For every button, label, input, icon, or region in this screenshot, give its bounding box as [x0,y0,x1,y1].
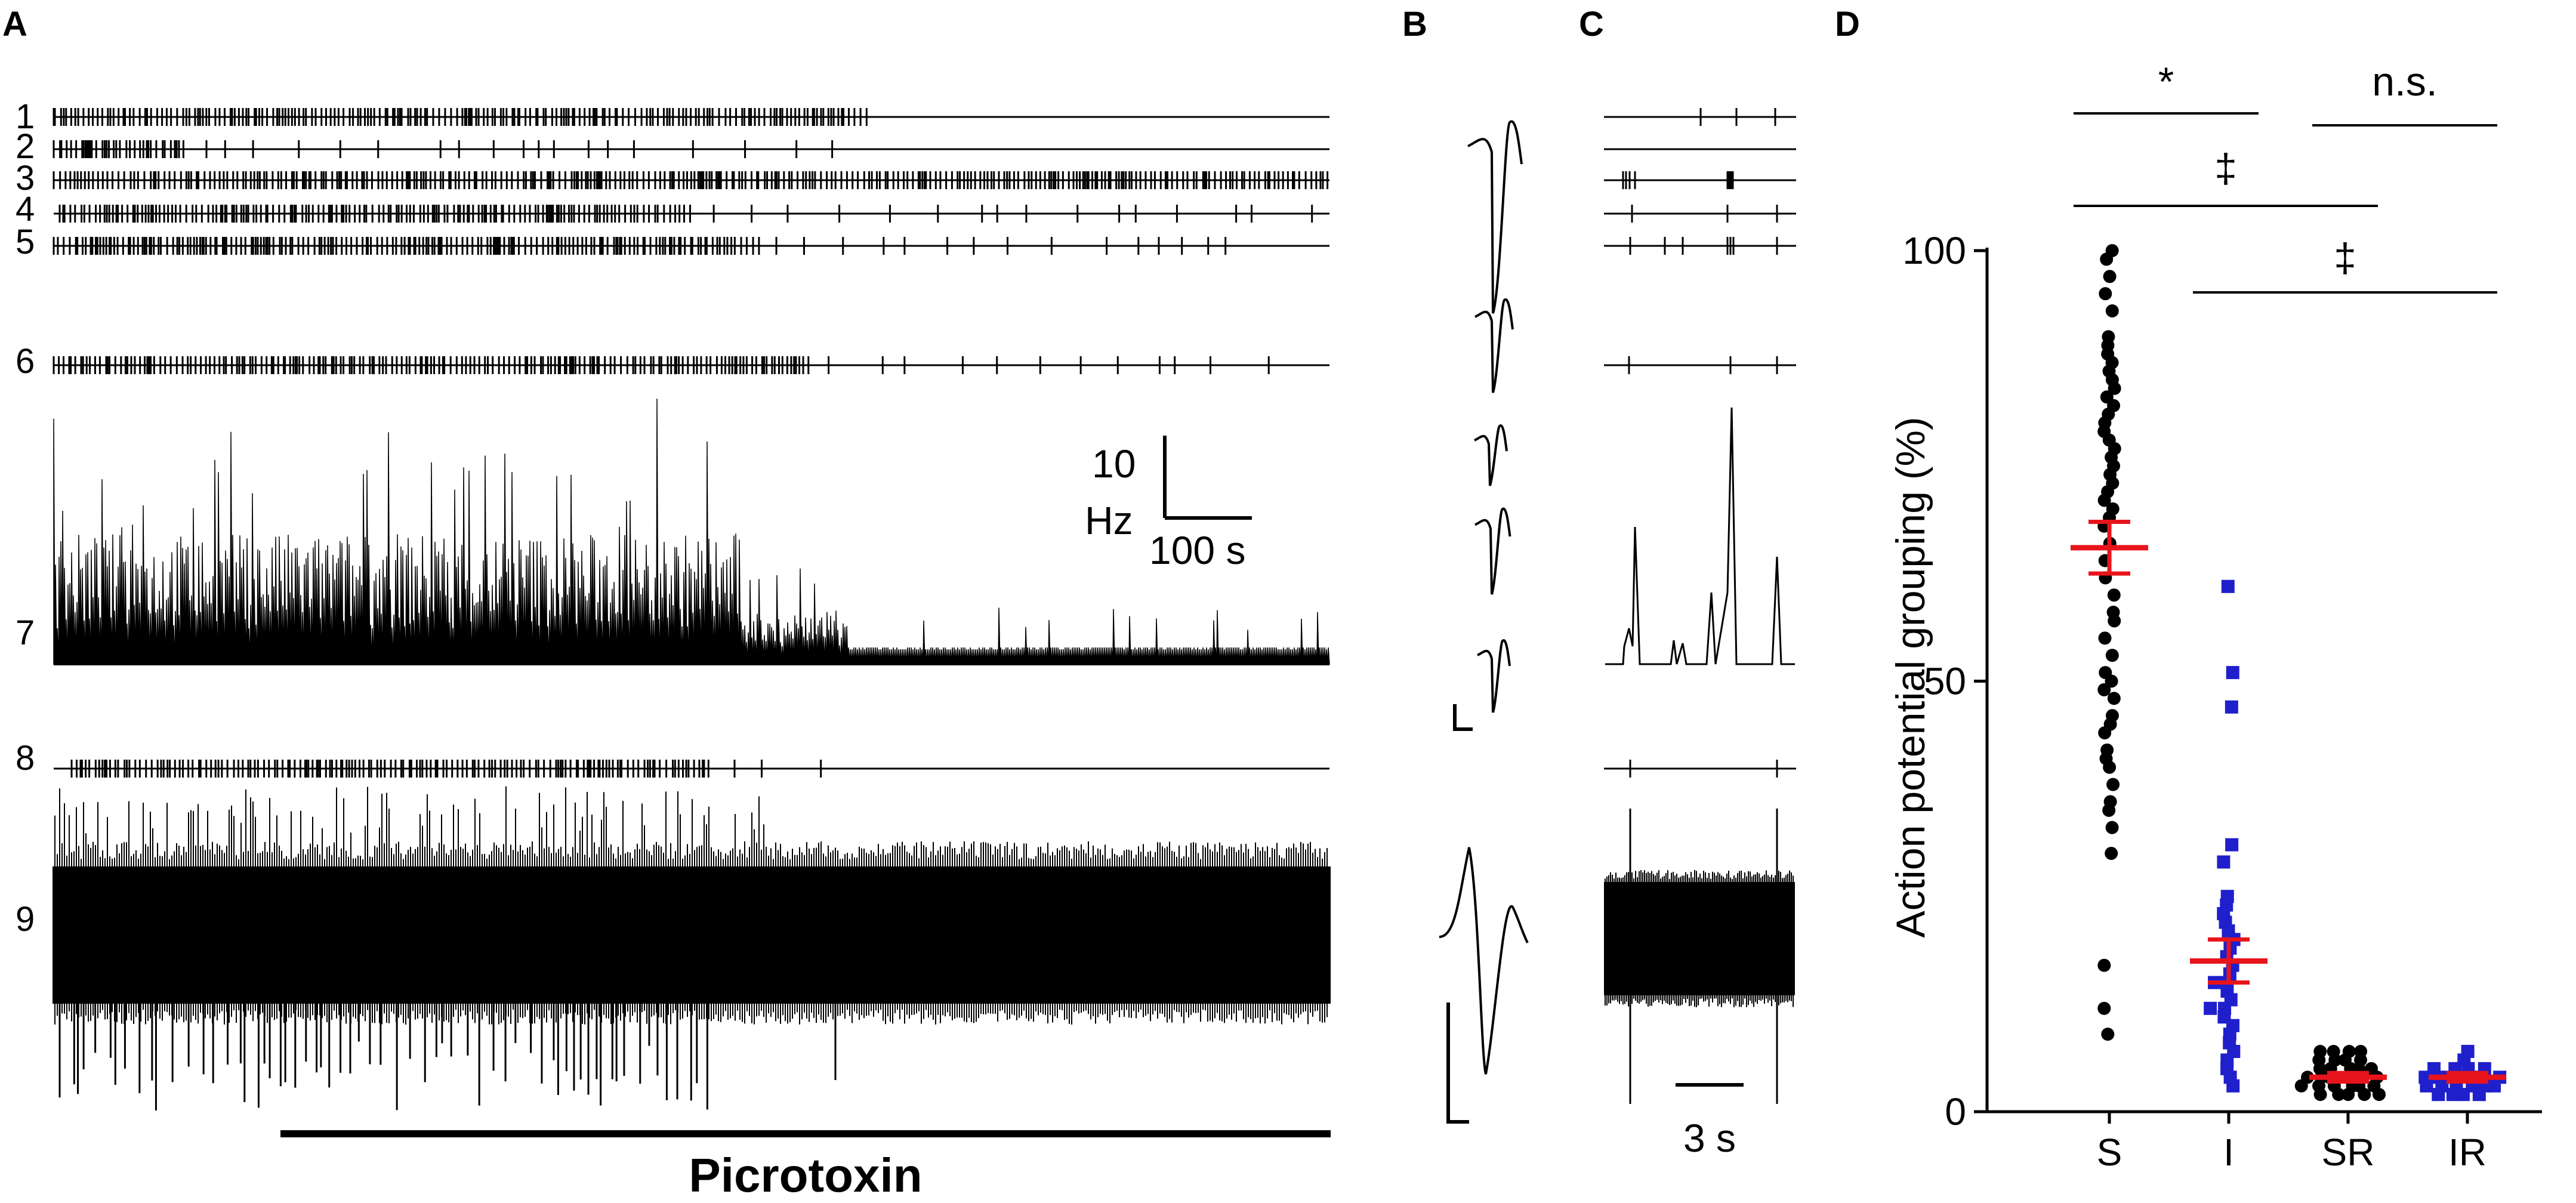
spike-waveform [1474,298,1514,393]
data-point-ir [2456,1088,2470,1102]
chart-axes: 0 50 100 S I SR IR [1902,229,2542,1174]
rate-trace-c [1605,407,1795,665]
data-point-s [2105,820,2119,834]
panel-d: Action potential grouping (%) 0 50 100 S I SR… [1888,59,2542,1174]
data-points [2097,244,2507,1102]
y-tick-label: 0 [1945,1090,1966,1133]
spike-waveform [1474,507,1511,595]
raw-recording-a [53,786,1331,1111]
data-point-s [2105,304,2119,318]
data-point-ir [2420,1079,2433,1093]
data-point-s [2107,588,2121,602]
data-point-s [2106,778,2120,791]
data-point-s [2108,381,2121,395]
data-point-s [2098,726,2112,740]
mean-sem-markers [2071,520,2506,1084]
panel-c: 3 s [1604,108,1796,1160]
data-point-s [2103,270,2117,283]
y-tick-label: 100 [1902,229,1966,272]
x-tick-label: I [2223,1131,2234,1174]
data-point-sr [2294,1079,2308,1093]
data-point-i [2204,1001,2217,1015]
panel-letter-b: B [1402,5,1427,44]
rate-histogram-a [53,399,1330,665]
rate-trace-line [1605,407,1795,665]
spike-waveform [1467,120,1523,314]
panel-letter-a: A [2,5,27,44]
raster-traces-a [53,108,1329,778]
data-point-s [2105,649,2119,662]
rate-histogram-fill [53,399,1330,665]
data-point-i [2226,666,2239,680]
significance-annotations: * ‡ ‡ n.s. [2074,59,2497,294]
data-point-ir [2432,1088,2445,1102]
data-point-sr [2332,1088,2346,1102]
significance-label: ‡ [2334,235,2356,280]
trace-label-3: 3 [16,159,35,198]
significance-label: ‡ [2214,146,2237,191]
trace-label-6: 6 [16,342,35,381]
data-point-sr [2341,1088,2355,1102]
data-point-s [2097,683,2111,696]
data-point-s [2103,760,2117,774]
scale-bar-time: 100 s [1149,528,1245,572]
data-point-sr [2373,1088,2386,1102]
scale-bar-a: 10 Hz 100 s [1085,436,1252,572]
x-tick-label: S [2097,1131,2122,1174]
trace-label-2: 2 [16,127,35,166]
data-point-s [2097,958,2111,972]
panel-letter-d: D [1835,5,1860,44]
data-point-s [2107,692,2121,705]
data-point-s [2097,493,2111,507]
data-point-ir [2487,1079,2501,1093]
data-point-i [2226,1079,2240,1093]
waveform-scale-bar-large [1446,1002,1469,1124]
trace-label-4: 4 [16,190,35,229]
significance-label: * [2158,59,2174,104]
data-point-i [2221,579,2235,593]
data-point-i [2217,855,2231,869]
data-point-ir [2446,1088,2460,1102]
scale-bar-rate-value: 10 [1092,442,1136,486]
drug-label: Picrotoxin [689,1149,922,1202]
x-tick-label: IR [2448,1131,2486,1174]
data-point-i [2225,700,2238,714]
data-point-ir [2472,1088,2486,1102]
y-tick-label: 50 [1924,660,1966,703]
raw-recording-c [1604,809,1795,1104]
trace-label-9: 9 [16,900,35,939]
time-scale-label-c: 3 s [1683,1116,1736,1160]
trace-label-5: 5 [16,223,35,261]
waveform-scale-bar-small [1453,704,1473,731]
data-point-sr [2313,1088,2327,1102]
data-point-s [2097,1001,2111,1015]
panel-b [1439,120,1529,1124]
data-point-s [2105,674,2118,688]
spike-waveform [1477,639,1511,713]
trace-label-7: 7 [16,613,35,652]
spike-waveform [1474,424,1508,486]
data-point-sr [2358,1088,2371,1102]
data-point-i [2225,838,2239,852]
raster-traces-c [1604,108,1796,778]
trace-label-8: 8 [16,739,35,778]
data-point-s [2108,614,2121,628]
scale-bar-rate-unit: Hz [1085,498,1133,542]
data-point-s [2100,252,2114,266]
y-axis-title: Action potential grouping (%) [1888,417,1933,937]
data-point-s [2102,803,2116,817]
x-tick-label: SR [2322,1131,2375,1174]
trace-label-1: 1 [16,97,35,136]
significance-label: n.s. [2372,59,2438,104]
data-point-s [2098,631,2112,645]
raw-spike-waveform [1439,847,1529,1075]
data-point-s [2105,847,2118,860]
panel-a: 1 2 3 4 5 6 7 8 9 10 Hz 100 s Picrotoxin [16,97,1331,1202]
panel-letter-c: C [1579,5,1604,44]
spike-waveforms-b [1439,120,1529,1075]
data-point-s [2099,287,2112,301]
data-point-s [2101,1028,2115,1041]
